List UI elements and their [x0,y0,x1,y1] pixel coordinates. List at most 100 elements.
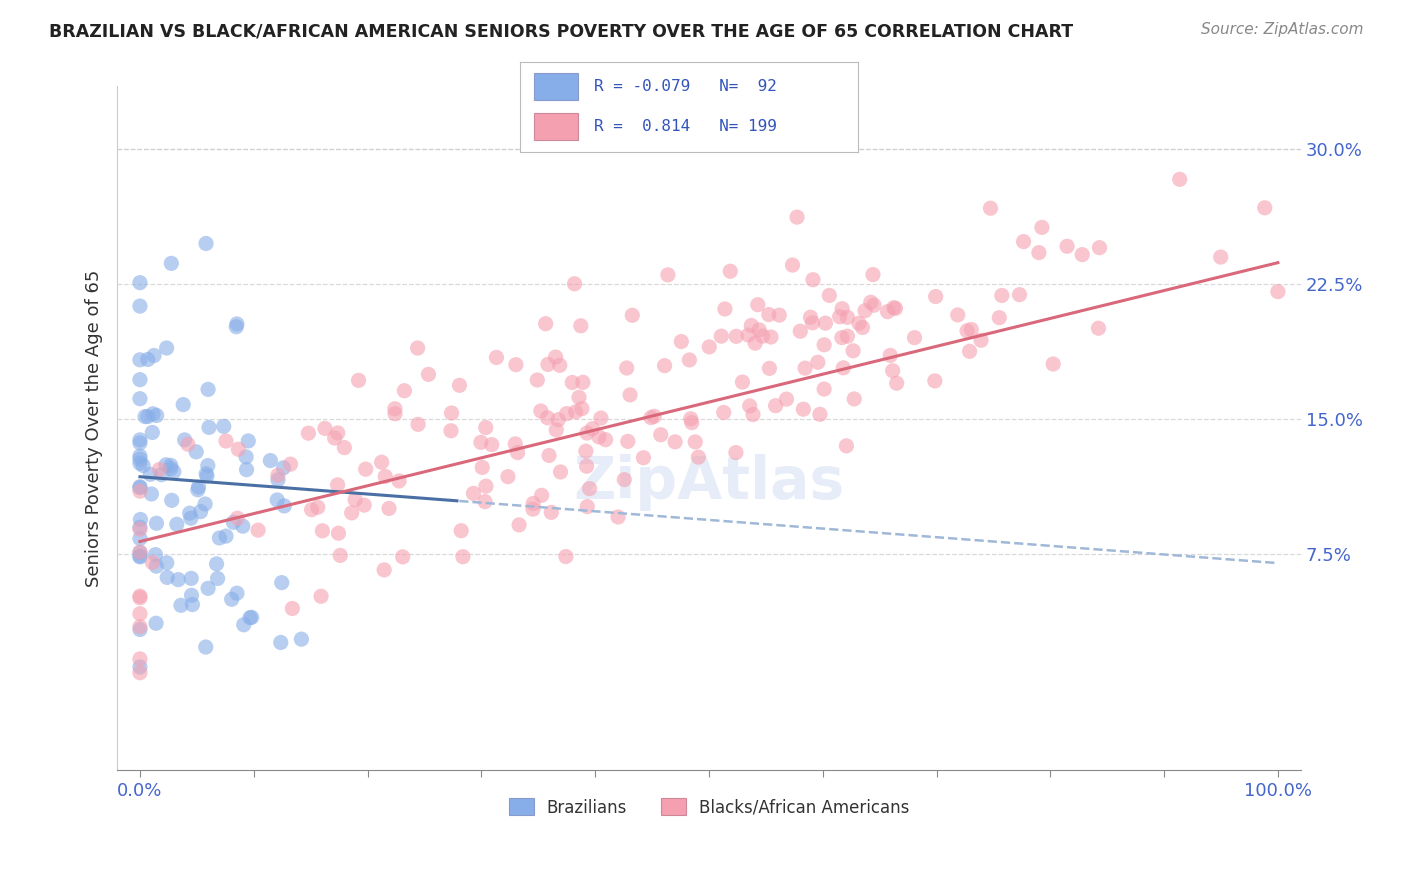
Text: BRAZILIAN VS BLACK/AFRICAN AMERICAN SENIORS POVERTY OVER THE AGE OF 65 CORRELATI: BRAZILIAN VS BLACK/AFRICAN AMERICAN SENI… [49,22,1073,40]
Point [859,295,882,310]
Point [141,556,163,570]
Point [212,419,235,434]
Point [160,256,183,270]
Point [406,417,429,432]
Point [167,573,190,587]
Point [388,474,411,488]
Point [554,549,576,564]
Point [1012,235,1035,249]
Point [180,511,202,525]
Point [159,458,181,473]
Point [197,383,219,397]
Point [384,401,406,416]
Point [530,404,553,418]
Point [561,376,583,390]
Point [718,264,741,278]
Point [273,460,295,475]
Point [143,349,166,363]
Point [546,423,568,437]
Point [172,398,194,412]
Point [235,463,257,477]
Point [181,598,204,612]
Point [267,473,290,487]
Point [742,408,765,422]
Point [129,589,152,603]
Point [225,319,247,334]
Point [688,450,710,464]
Point [503,437,526,451]
Point [1209,250,1232,264]
Point [724,445,747,459]
Point [129,607,152,621]
Point [449,378,471,392]
Point [782,258,804,272]
Point [266,492,288,507]
Point [794,361,817,376]
Text: R = -0.079   N=  92: R = -0.079 N= 92 [595,79,778,94]
Point [170,599,193,613]
Point [301,502,323,516]
Point [150,467,173,482]
Point [353,498,375,512]
Point [129,276,152,290]
Point [697,340,720,354]
Point [572,376,595,390]
Point [1028,245,1050,260]
Text: Source: ZipAtlas.com: Source: ZipAtlas.com [1201,22,1364,37]
Point [588,430,610,444]
Point [568,390,591,404]
Point [526,373,548,387]
Point [575,425,598,440]
Point [129,436,152,450]
Point [789,324,811,338]
Point [129,433,152,447]
Point [832,360,855,375]
Point [547,413,569,427]
Point [129,545,152,559]
Point [737,328,759,343]
Point [207,572,229,586]
Point [470,435,492,450]
Point [311,524,333,538]
Point [765,399,787,413]
Point [679,411,702,425]
Point [197,458,219,473]
Point [1267,285,1289,299]
Point [145,516,167,531]
Point [129,660,152,674]
Point [768,308,790,322]
Point [145,409,167,423]
Point [548,359,571,373]
Point [232,617,254,632]
Point [280,457,302,471]
Point [221,592,243,607]
Point [132,458,155,473]
Text: R =  0.814   N= 199: R = 0.814 N= 199 [595,120,778,134]
Point [198,420,221,434]
Point [139,467,162,482]
Point [828,310,851,324]
Point [671,334,693,349]
Point [195,236,218,251]
Point [129,512,152,526]
Point [643,409,665,424]
Point [129,665,152,680]
Point [195,467,218,481]
Point [129,373,152,387]
Point [1088,241,1111,255]
Point [463,486,485,500]
Point [1087,321,1109,335]
Point [595,433,617,447]
Point [136,352,159,367]
Point [544,350,567,364]
Point [187,483,209,497]
Point [215,529,238,543]
Point [129,549,152,564]
Point [813,338,835,352]
Point [225,317,247,331]
Point [145,559,167,574]
Point [354,462,377,476]
Point [534,317,557,331]
Point [837,310,859,325]
Point [835,439,858,453]
